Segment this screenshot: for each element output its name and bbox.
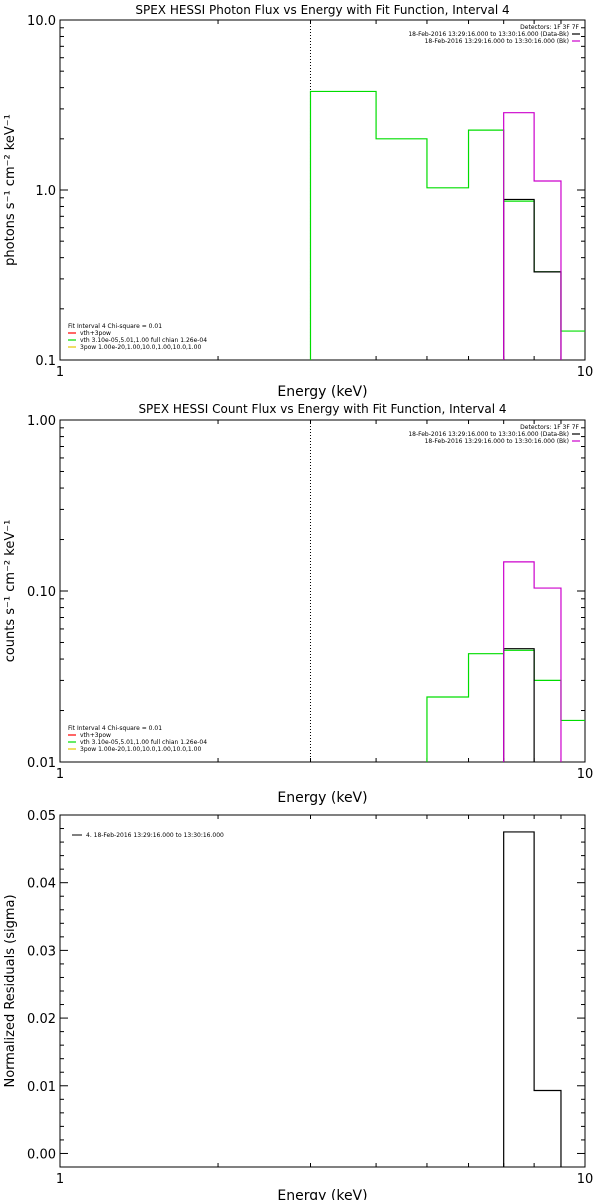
y-tick-label: 0.00: [27, 1147, 56, 1162]
y-axis-label: Normalized Residuals (sigma): [3, 894, 18, 1087]
x-axis-label: Energy (keV): [277, 790, 367, 806]
legend-bottom-entry: 3pow 1.00e-20,1.00,10.0,1.00,10.0,1.00: [80, 344, 201, 351]
legend-top-entry: 18-Feb-2016 13:29:16.000 to 13:30:16.000…: [408, 31, 569, 38]
x-tick-label: 10: [577, 767, 594, 782]
series-line-2: [503, 648, 535, 762]
x-axis-label: Energy (keV): [277, 1188, 367, 1200]
y-tick-label: 0.02: [27, 1012, 56, 1027]
y-tick-label: 0.04: [27, 877, 56, 892]
legend-bottom-entry: Fit Interval 4 Chi-square = 0.01: [68, 725, 162, 732]
plot-frame: [59, 419, 586, 763]
y-tick-label: 1.00: [27, 414, 56, 429]
legend-top-entry: 18-Feb-2016 13:29:16.000 to 13:30:16.000…: [425, 438, 569, 445]
residual-legend-entry: 4. 18-Feb-2016 13:29:16.000 to 13:30:16.…: [86, 832, 224, 839]
y-tick-label: 0.01: [27, 1080, 56, 1095]
y-tick-label: 10.0: [27, 14, 56, 29]
legend-bottom-entry: vth+3pow: [80, 330, 111, 337]
chart-1: SPEX HESSI Photon Flux vs Energy with Fi…: [3, 3, 593, 400]
series-line-3: [503, 561, 562, 762]
legend-bottom-entry: vth 3.10e-05,5.01,1.00 full chian 1.26e-…: [80, 337, 207, 344]
chart-3: 1 10 0.00 0.01 0.02 0.03 0.04 0.05 Energy (keV) N…: [3, 809, 593, 1200]
legend-top-entry: 18-Feb-2016 13:29:16.000 to 13:30:16.000…: [425, 38, 569, 45]
x-tick-label: 1: [56, 767, 64, 782]
x-tick-label: 1: [56, 1172, 64, 1187]
legend-bottom-entry: vth+3pow: [80, 732, 111, 739]
chart-title: SPEX HESSI Count Flux vs Energy with Fit…: [138, 402, 506, 416]
y-tick-label: 0.1: [35, 354, 56, 369]
chart-title: SPEX HESSI Photon Flux vs Energy with Fi…: [135, 3, 509, 17]
legend-top-entry: Detectors: 1F 3F 7F: [520, 24, 579, 31]
y-tick-label: 0.05: [27, 809, 56, 824]
y-axis-label: counts s⁻¹ cm⁻² keV⁻¹: [3, 520, 18, 663]
legend-bottom-entry: 3pow 1.00e-20,1.00,10.0,1.00,10.0,1.00: [80, 746, 201, 753]
legend-bottom-entry: Fit Interval 4 Chi-square = 0.01: [68, 323, 162, 330]
y-tick-label: 1.0: [35, 184, 56, 199]
legend-bottom-entry: vth 3.10e-05,5.01,1.00 full chian 1.26e-…: [80, 739, 207, 746]
plot-frame: [59, 19, 586, 361]
y-tick-label: 0.03: [27, 944, 56, 959]
series-line-1: [503, 831, 562, 1167]
chart-2: SPEX HESSI Count Flux vs Energy with Fit…: [3, 402, 593, 806]
series-line-3: [503, 112, 562, 360]
legend-top-entry: Detectors: 1F 3F 7F: [520, 424, 579, 431]
legend-top-entry: 18-Feb-2016 13:29:16.000 to 13:30:16.000…: [408, 431, 569, 438]
x-tick-label: 10: [577, 1172, 594, 1187]
series-line-2: [503, 198, 562, 360]
y-axis-label: photons s⁻¹ cm⁻² keV⁻¹: [3, 114, 18, 266]
plot-frame: [59, 814, 586, 1168]
x-axis-label: Energy (keV): [277, 384, 367, 400]
x-tick-label: 1: [56, 365, 64, 380]
y-tick-label: 0.01: [27, 756, 56, 771]
x-tick-label: 10: [577, 365, 594, 380]
y-tick-label: 0.10: [27, 585, 56, 600]
series-line-1: [309, 90, 585, 360]
